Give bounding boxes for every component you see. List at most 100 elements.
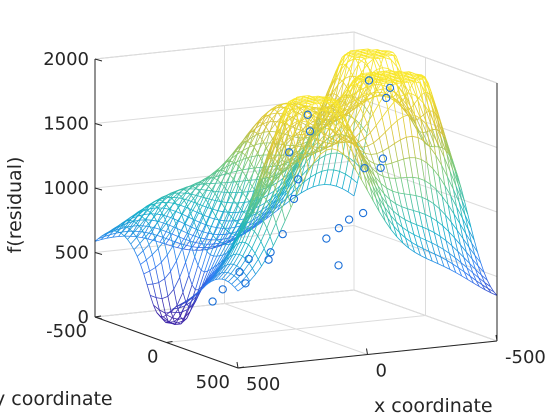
mesh-line xyxy=(363,58,368,65)
mesh-line xyxy=(375,198,383,210)
mesh-line xyxy=(165,322,172,324)
mesh-line xyxy=(410,118,417,129)
mesh-line xyxy=(473,282,480,287)
mesh-line xyxy=(211,179,218,190)
mesh-line xyxy=(148,216,155,224)
mesh-line xyxy=(272,233,280,246)
mesh-line xyxy=(211,200,216,210)
mesh-line xyxy=(437,120,444,138)
mesh-line xyxy=(254,231,259,236)
mesh-line xyxy=(235,202,240,213)
y-tick-label: -500 xyxy=(46,321,87,342)
mesh-line xyxy=(446,259,453,265)
mesh-line xyxy=(222,253,230,264)
mesh-line xyxy=(330,169,335,185)
mesh-line xyxy=(267,198,272,206)
mesh-line xyxy=(424,180,429,200)
mesh-line xyxy=(392,191,397,204)
mesh-line xyxy=(312,184,319,188)
mesh-line xyxy=(199,183,206,192)
mesh-line xyxy=(473,240,478,253)
mesh-line xyxy=(375,56,382,58)
mesh-line xyxy=(173,289,178,306)
mesh-line xyxy=(348,68,353,76)
mesh-line xyxy=(215,215,220,222)
mesh-line xyxy=(227,190,231,196)
mesh-line xyxy=(477,265,485,273)
mesh-line xyxy=(262,131,270,142)
scatter-point xyxy=(284,148,294,157)
mesh-line xyxy=(141,210,149,217)
mesh-line xyxy=(399,93,406,98)
mesh-line xyxy=(456,206,461,224)
mesh-line xyxy=(234,287,239,292)
mesh-line xyxy=(248,263,253,269)
mesh-line xyxy=(169,308,174,313)
mesh-line xyxy=(355,59,360,77)
mesh-line xyxy=(380,79,387,81)
mesh-line xyxy=(354,53,361,56)
mesh-line xyxy=(268,181,275,190)
mesh-line xyxy=(197,246,205,266)
mesh-line xyxy=(416,224,421,238)
mesh-line xyxy=(299,141,304,148)
mesh-line xyxy=(323,135,328,140)
mesh-line xyxy=(412,135,419,138)
mesh-line xyxy=(216,238,223,241)
mesh-line xyxy=(291,161,299,166)
mesh-line xyxy=(333,102,341,112)
mesh-line xyxy=(304,155,312,165)
mesh-line xyxy=(454,237,461,246)
mesh-line xyxy=(278,184,286,194)
mesh-line xyxy=(295,172,300,183)
mesh-line xyxy=(399,80,406,83)
mesh-line xyxy=(382,176,387,189)
mesh-line xyxy=(348,105,355,110)
mesh-line xyxy=(235,152,243,164)
mesh-line xyxy=(193,210,201,223)
mesh-line xyxy=(379,137,384,152)
mesh-line xyxy=(342,125,347,143)
mesh-line xyxy=(420,118,425,142)
mesh-line xyxy=(384,53,391,56)
mesh-line xyxy=(230,204,238,218)
mesh-line xyxy=(452,263,457,273)
mesh-line xyxy=(218,182,223,192)
mesh-line xyxy=(209,215,216,231)
mesh-line xyxy=(271,105,278,110)
mesh-line xyxy=(273,120,280,123)
z-tick-label: 2000 xyxy=(43,49,89,70)
mesh-line xyxy=(257,248,265,260)
mesh-line xyxy=(402,116,407,138)
mesh-line xyxy=(189,187,197,195)
mesh-line xyxy=(452,169,459,186)
mesh-line xyxy=(357,89,362,100)
mesh-line xyxy=(253,211,258,214)
mesh-line xyxy=(180,190,188,197)
mesh-line xyxy=(263,221,268,229)
mesh-line xyxy=(464,271,471,277)
mesh-line xyxy=(462,238,467,253)
mesh-line xyxy=(474,255,479,267)
mesh-line xyxy=(194,270,202,290)
mesh-line xyxy=(262,115,269,124)
mesh-line xyxy=(240,212,248,228)
mesh-line xyxy=(359,99,367,104)
mesh-line xyxy=(238,150,242,153)
mesh-line xyxy=(490,292,498,296)
mesh-line xyxy=(446,153,454,170)
mesh-line xyxy=(366,113,374,124)
mesh-line xyxy=(378,103,383,118)
mesh-line xyxy=(274,188,279,198)
mesh-line xyxy=(329,118,337,129)
mesh-line xyxy=(391,72,398,74)
mesh-line xyxy=(431,105,436,125)
mesh-line xyxy=(259,126,267,137)
mesh-line xyxy=(306,99,313,101)
mesh-line xyxy=(165,311,172,314)
mesh-line xyxy=(383,176,390,179)
mesh-line xyxy=(253,194,261,213)
mesh-line xyxy=(181,309,188,313)
mesh-line xyxy=(150,295,157,299)
mesh-line xyxy=(427,229,433,243)
